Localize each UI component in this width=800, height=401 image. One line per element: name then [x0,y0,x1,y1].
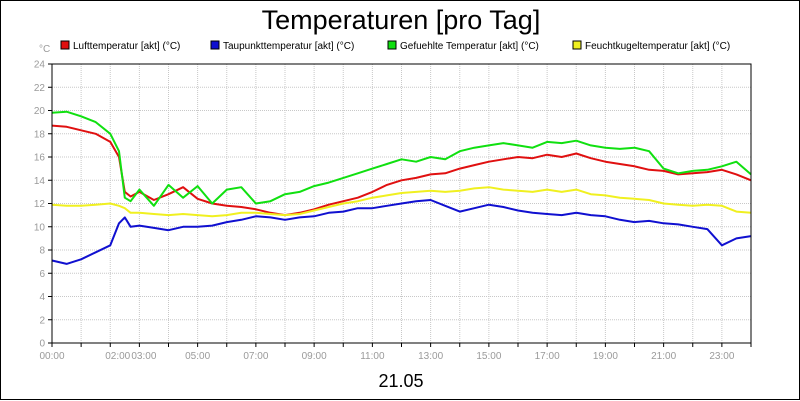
x-tick-label: 09:00 [302,351,327,362]
x-tick-label: 21:00 [651,351,676,362]
legend-swatch-4 [572,40,582,50]
y-tick-label: 16 [34,153,46,164]
y-tick-label: 24 [34,60,46,71]
x-tick-label: 05:00 [185,351,210,362]
legend-label-2: Taupunkttemperatur [akt] (°C) [223,41,354,52]
x-tick-label: 23:00 [709,351,734,362]
y-tick-label: 22 [34,83,46,94]
legend-swatch-2 [210,40,220,50]
series-group [51,110,752,265]
y-tick-label: 8 [39,246,45,257]
y-tick-label: 12 [34,199,46,210]
y-tick-label: 20 [34,106,46,117]
x-axis-ticks: 00:00 02:00 03:00 05:00 07:00 09:00 11:00 13:00… [39,343,752,362]
x-tick-label: 00:00 [39,351,64,362]
y-tick-label: 4 [39,292,45,303]
grid [52,64,751,343]
x-tick-label: 15:00 [476,351,501,362]
legend: Lufttemperatur [akt] (°C) Taupunkttempera… [60,40,730,52]
x-tick-label: 13:00 [418,351,443,362]
date-label: 21.05 [378,371,423,391]
legend-swatch-1 [60,40,70,50]
y-axis-unit: °C [39,44,50,55]
plot-frame [51,63,752,344]
legend-label-3: Gefuehlte Temperatur [akt] (°C) [400,41,539,52]
y-tick-label: 18 [34,129,46,140]
y-tick-label: 10 [34,222,46,233]
y-tick-label: 2 [39,315,45,326]
x-tick-label: 07:00 [243,351,268,362]
x-tick-label: 17:00 [535,351,560,362]
y-tick-label: 6 [39,269,45,280]
series-line-2 [51,199,752,265]
x-tick-label: 02:00 [105,351,130,362]
chart-title: Temperaturen [pro Tag] [262,5,541,35]
legend-swatch-3 [387,40,397,50]
legend-label-1: Lufttemperatur [akt] (°C) [73,41,180,52]
x-tick-label: 03:00 [131,351,156,362]
x-tick-label: 19:00 [593,351,618,362]
y-tick-label: 14 [34,176,46,187]
legend-label-4: Feuchtkugeltemperatur [akt] (°C) [585,41,730,52]
x-tick-label: 11:00 [360,351,385,362]
y-tick-label: 0 [39,339,45,350]
series-line-4 [51,186,752,218]
series-line-3 [51,110,752,207]
